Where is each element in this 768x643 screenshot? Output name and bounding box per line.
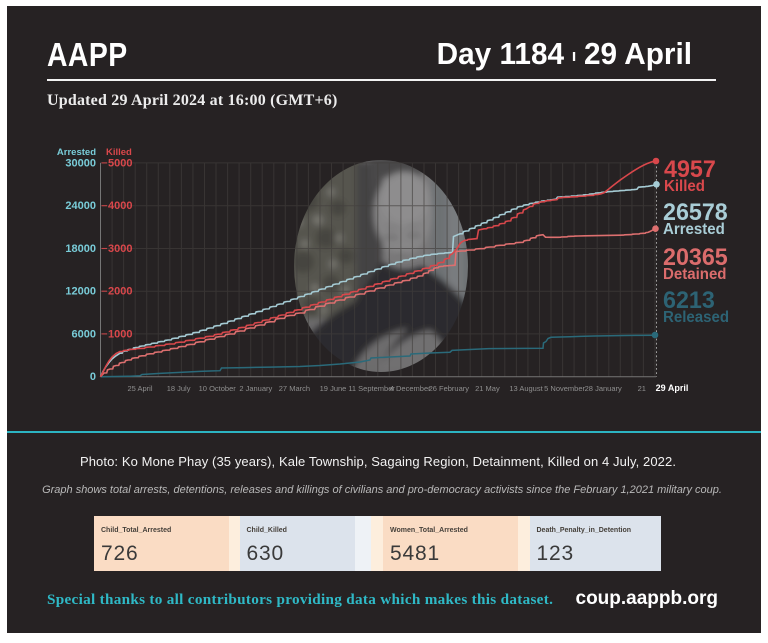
svg-text:Arrested: Arrested [57, 147, 96, 158]
svg-text:30000: 30000 [65, 157, 96, 169]
svg-text:5 November: 5 November [544, 384, 585, 393]
svg-text:1000: 1000 [108, 328, 132, 340]
svg-text:4000: 4000 [108, 200, 132, 212]
svg-text:27 March: 27 March [279, 384, 310, 393]
svg-text:3000: 3000 [108, 243, 132, 255]
svg-text:13 August: 13 August [509, 384, 543, 393]
svg-text:24000: 24000 [65, 200, 96, 212]
svg-text:21: 21 [638, 384, 646, 393]
svg-text:21 May: 21 May [475, 384, 500, 393]
svg-text:2000: 2000 [108, 286, 132, 298]
svg-text:29 April: 29 April [656, 383, 689, 393]
svg-text:11 September: 11 September [348, 384, 395, 393]
svg-text:28 January: 28 January [585, 384, 622, 393]
svg-text:4 December: 4 December [390, 384, 431, 393]
svg-text:6000: 6000 [72, 328, 96, 340]
svg-text:Killed: Killed [106, 147, 132, 158]
svg-text:18 July: 18 July [167, 384, 191, 393]
svg-text:12000: 12000 [65, 286, 96, 298]
svg-text:0: 0 [90, 371, 96, 383]
svg-text:19 June: 19 June [320, 384, 347, 393]
svg-text:18000: 18000 [65, 243, 96, 255]
svg-text:5000: 5000 [108, 157, 132, 169]
svg-text:10 October: 10 October [199, 384, 237, 393]
svg-text:26 February: 26 February [429, 384, 470, 393]
svg-text:25 April: 25 April [127, 384, 152, 393]
svg-text:2 January: 2 January [239, 384, 272, 393]
